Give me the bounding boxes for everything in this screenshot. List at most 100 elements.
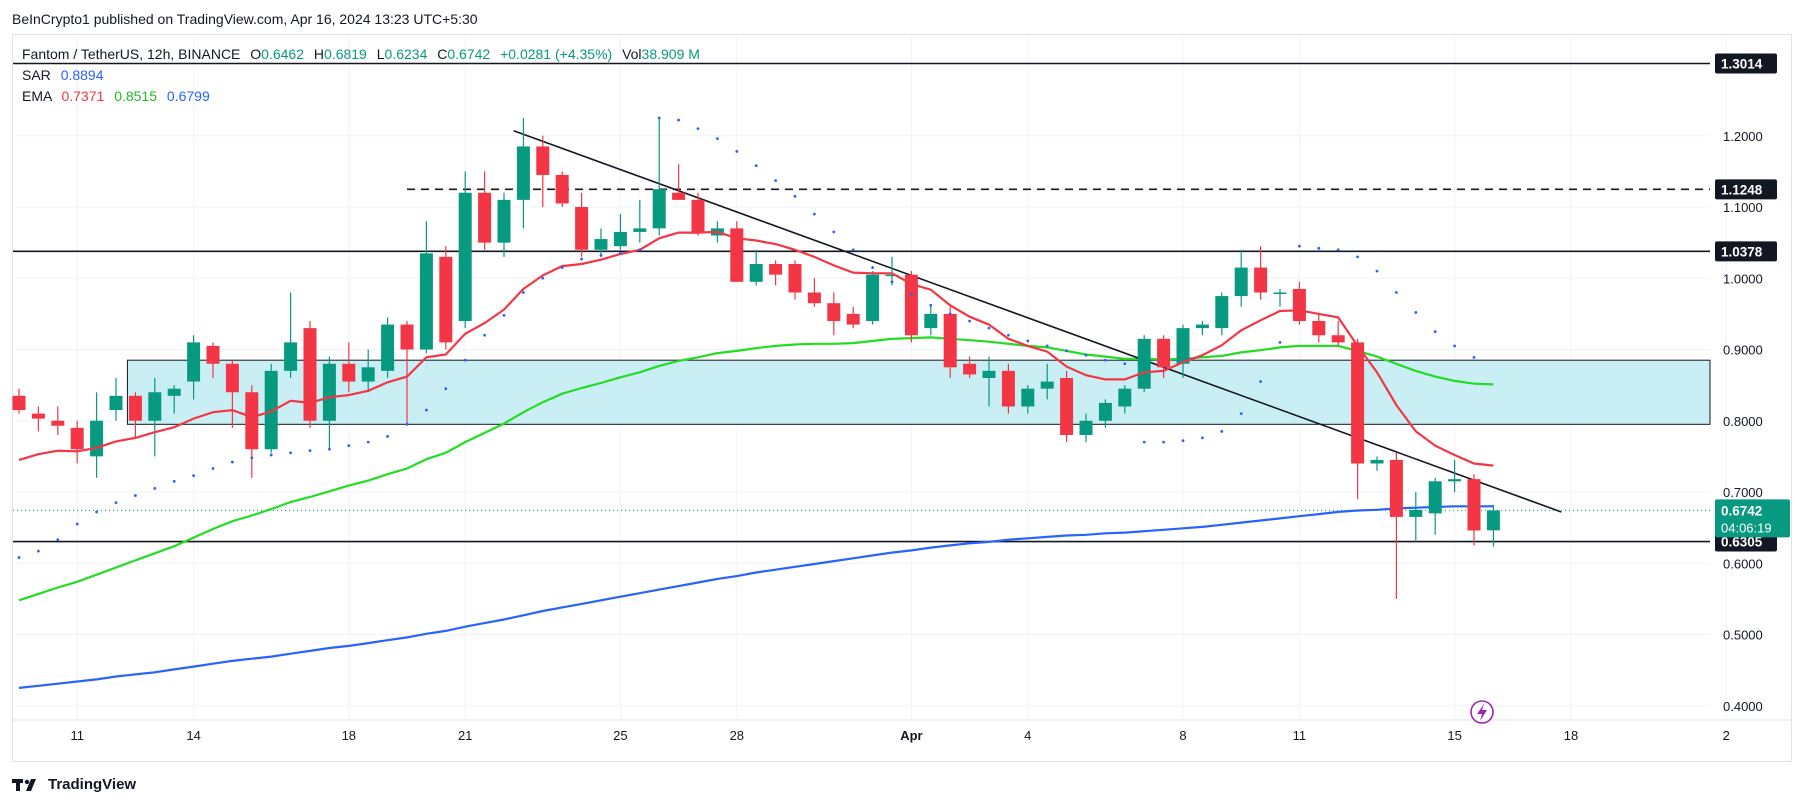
candle-body-71 bbox=[1389, 459, 1403, 517]
candle-15 bbox=[303, 321, 317, 428]
candle-50 bbox=[982, 356, 996, 407]
candle-body-16 bbox=[322, 363, 336, 421]
candle-body-3 bbox=[70, 427, 84, 450]
legend-sar-row[interactable]: SAR 0.8894 bbox=[22, 65, 700, 86]
candle-5 bbox=[109, 378, 123, 421]
sar-dot-6 bbox=[134, 494, 137, 497]
legend-open-key: O bbox=[250, 46, 262, 62]
sar-dot-5 bbox=[114, 501, 118, 505]
legend-vol-value: 38.909 M bbox=[641, 46, 700, 62]
sar-dot-2 bbox=[56, 538, 60, 542]
candle-62 bbox=[1215, 292, 1229, 336]
candle-37 bbox=[730, 221, 744, 282]
candle-body-64 bbox=[1254, 267, 1268, 293]
candle-body-8 bbox=[167, 388, 181, 396]
candle-31 bbox=[613, 214, 627, 250]
candle-20 bbox=[400, 321, 414, 425]
x-tick-label-7: 4 bbox=[1024, 728, 1031, 743]
price-level-tag-label-3: 0.6305 bbox=[1721, 535, 1763, 550]
sar-dot-55 bbox=[1084, 353, 1088, 357]
sar-dot-28 bbox=[560, 266, 564, 269]
candle-body-17 bbox=[342, 363, 356, 382]
price-level-tag-2 bbox=[1715, 241, 1777, 262]
sar-dot-65 bbox=[1278, 340, 1282, 344]
sar-dot-59 bbox=[1162, 440, 1165, 444]
sar-dot-15 bbox=[308, 449, 312, 453]
sar-dot-58 bbox=[1142, 440, 1146, 444]
candle-body-23 bbox=[458, 192, 472, 321]
sar-dot-46 bbox=[910, 292, 913, 296]
y-tick-label-5: 0.9000 bbox=[1723, 343, 1763, 358]
candle-69 bbox=[1351, 338, 1365, 500]
candle-body-42 bbox=[827, 303, 841, 321]
candle-body-45 bbox=[885, 274, 899, 277]
candle-10 bbox=[206, 342, 220, 378]
y-tick-label-6: 1.0000 bbox=[1723, 271, 1763, 286]
candle-body-26 bbox=[516, 146, 530, 200]
candle-body-10 bbox=[206, 345, 220, 364]
x-tick-label-1: 14 bbox=[186, 728, 200, 743]
candle-body-60 bbox=[1176, 328, 1190, 364]
candle-body-47 bbox=[924, 313, 938, 329]
candle-body-28 bbox=[555, 174, 569, 204]
x-tick-label-8: 8 bbox=[1179, 728, 1186, 743]
candle-39 bbox=[769, 260, 783, 286]
candle-54 bbox=[1060, 370, 1074, 443]
candle-body-11 bbox=[225, 363, 239, 393]
candle-7 bbox=[148, 378, 162, 457]
candle-66 bbox=[1292, 281, 1306, 325]
candle-body-33 bbox=[652, 189, 666, 229]
sar-dot-13 bbox=[269, 453, 273, 457]
legend-ema-row[interactable]: EMA 0.7371 0.8515 0.6799 bbox=[22, 86, 700, 107]
sar-dot-30 bbox=[599, 254, 603, 257]
candle-body-46 bbox=[904, 274, 918, 336]
candle-body-43 bbox=[846, 313, 860, 325]
candle-body-66 bbox=[1292, 288, 1306, 321]
sar-dot-22 bbox=[444, 387, 448, 391]
candle-70 bbox=[1370, 456, 1384, 471]
sar-dot-9 bbox=[192, 474, 196, 478]
candle-body-54 bbox=[1060, 378, 1074, 435]
candle-body-58 bbox=[1137, 338, 1151, 389]
candle-body-50 bbox=[982, 370, 996, 378]
legend-close-value: 0.6742 bbox=[447, 46, 491, 62]
price-level-tag-label-2: 1.0378 bbox=[1721, 244, 1763, 259]
candle-22 bbox=[439, 246, 453, 350]
sar-dot-19 bbox=[386, 435, 389, 438]
sar-dot-24 bbox=[483, 333, 486, 337]
sar-dot-49 bbox=[968, 319, 971, 323]
candle-body-67 bbox=[1312, 321, 1326, 336]
sar-dot-69 bbox=[1356, 255, 1359, 259]
candle-56 bbox=[1098, 399, 1112, 428]
current-price-label: 0.6742 bbox=[1721, 503, 1762, 518]
candle-28 bbox=[555, 171, 569, 207]
sar-dot-23 bbox=[463, 358, 467, 362]
candle-27 bbox=[536, 135, 550, 207]
sar-dot-25 bbox=[502, 313, 506, 317]
candle-68 bbox=[1331, 321, 1345, 346]
tradingview-brand[interactable]: TradingView bbox=[12, 776, 136, 793]
candle-body-75 bbox=[1467, 479, 1481, 531]
x-tick-label-3: 21 bbox=[458, 728, 472, 743]
sar-dot-1 bbox=[37, 549, 40, 553]
candle-body-40 bbox=[788, 264, 802, 293]
candle-body-15 bbox=[303, 328, 317, 421]
y-tick-label-7: 1.1000 bbox=[1723, 200, 1763, 215]
sar-dot-27 bbox=[541, 276, 545, 280]
sar-dot-40 bbox=[793, 194, 797, 198]
legend-high-key: H bbox=[313, 46, 325, 62]
candle-body-55 bbox=[1079, 420, 1093, 435]
candle-13 bbox=[264, 363, 278, 453]
candle-58 bbox=[1137, 335, 1151, 393]
lightning-icon-bolt bbox=[1477, 704, 1487, 721]
candle-8 bbox=[167, 385, 181, 414]
candle-body-61 bbox=[1195, 324, 1209, 329]
legend-symbol[interactable]: Fantom / TetherUS, 12h, BINANCE bbox=[22, 46, 241, 62]
candle-body-21 bbox=[419, 253, 433, 350]
candle-53 bbox=[1040, 363, 1054, 400]
candle-body-63 bbox=[1234, 267, 1248, 297]
candle-6 bbox=[128, 392, 142, 439]
candle-71 bbox=[1389, 452, 1403, 599]
sar-dot-20 bbox=[405, 422, 409, 426]
